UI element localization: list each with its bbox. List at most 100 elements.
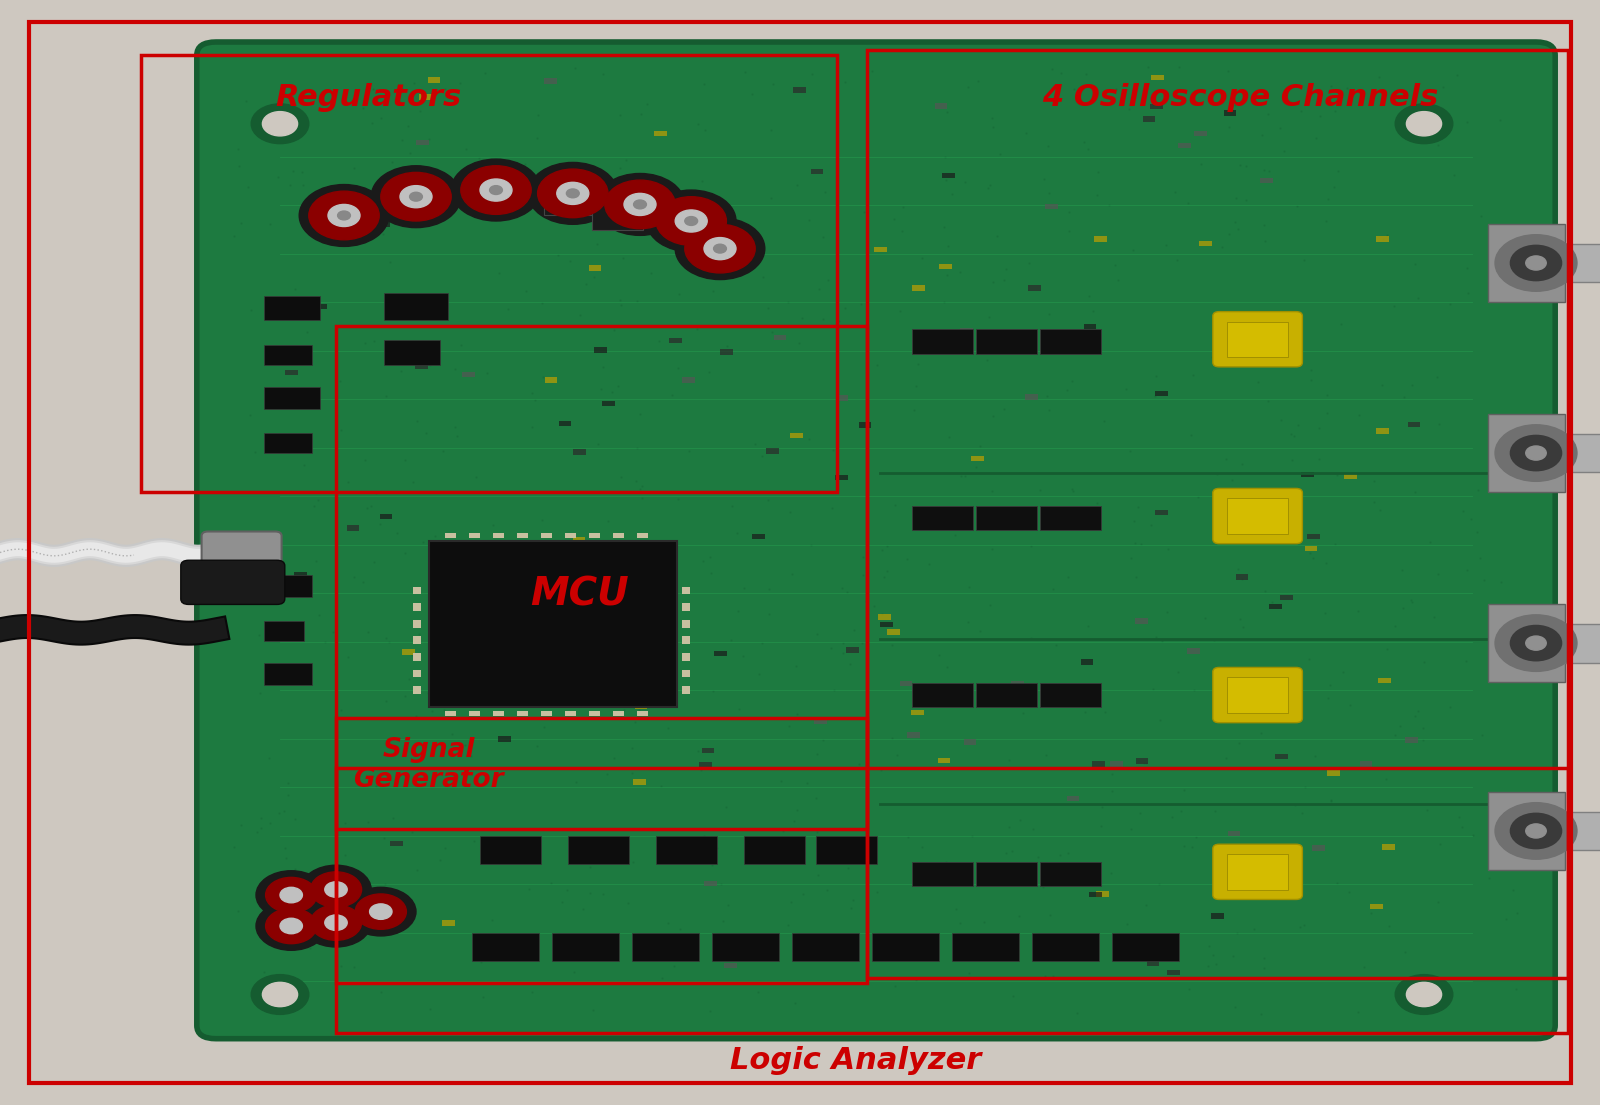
Point xyxy=(432,839,458,856)
Point xyxy=(629,477,654,495)
Point xyxy=(690,172,715,190)
Point xyxy=(328,957,354,975)
Point xyxy=(288,585,314,602)
Point xyxy=(1307,107,1333,125)
Point xyxy=(1131,755,1157,772)
Bar xyxy=(1032,933,1099,961)
Point xyxy=(642,217,667,234)
Point xyxy=(541,206,566,223)
Point xyxy=(1336,883,1362,901)
Point xyxy=(555,882,581,899)
Point xyxy=(251,962,277,980)
Point xyxy=(624,293,650,311)
Point xyxy=(816,272,842,290)
Point xyxy=(725,602,750,620)
Bar xyxy=(928,512,941,517)
Point xyxy=(298,939,323,957)
Bar xyxy=(1488,224,1565,302)
Point xyxy=(266,169,291,187)
Point xyxy=(400,823,426,841)
Point xyxy=(1166,57,1192,75)
Circle shape xyxy=(410,192,422,201)
Bar xyxy=(347,525,360,530)
Point xyxy=(1323,535,1349,552)
Bar xyxy=(1155,509,1168,515)
Bar xyxy=(429,541,677,707)
Circle shape xyxy=(1510,245,1562,281)
Point xyxy=(619,739,645,757)
Point xyxy=(688,761,714,779)
Point xyxy=(1346,1003,1371,1021)
Point xyxy=(627,406,653,423)
Point xyxy=(768,771,794,789)
Point xyxy=(1075,618,1101,635)
Point xyxy=(810,311,835,328)
Point xyxy=(1254,105,1280,123)
Point xyxy=(701,190,726,208)
Point xyxy=(830,634,856,652)
Circle shape xyxy=(480,179,512,201)
Point xyxy=(683,320,709,338)
Point xyxy=(322,655,347,673)
Point xyxy=(410,294,435,312)
Bar xyxy=(1301,472,1314,477)
Bar xyxy=(669,338,682,344)
Bar xyxy=(1112,933,1179,961)
Point xyxy=(1454,561,1480,579)
Point xyxy=(901,401,926,419)
Point xyxy=(1146,875,1171,893)
Point xyxy=(570,901,595,918)
Bar xyxy=(1090,892,1102,897)
Point xyxy=(453,140,478,158)
Point xyxy=(1442,167,1467,185)
Point xyxy=(963,459,989,476)
Point xyxy=(616,894,642,912)
Bar xyxy=(445,533,456,538)
Bar xyxy=(702,748,715,754)
Bar xyxy=(390,841,403,846)
Point xyxy=(888,303,914,320)
Point xyxy=(638,264,664,282)
Point xyxy=(629,106,654,124)
Point xyxy=(237,407,262,424)
Bar xyxy=(1198,241,1211,246)
Point xyxy=(496,301,522,318)
Point xyxy=(251,107,277,125)
Point xyxy=(531,619,557,636)
Point xyxy=(400,646,426,664)
Point xyxy=(1083,511,1109,528)
Point xyxy=(1251,959,1277,977)
Point xyxy=(1278,451,1304,469)
Point xyxy=(328,933,354,950)
Point xyxy=(1195,958,1221,976)
Point xyxy=(373,629,398,646)
Point xyxy=(1018,537,1043,555)
Point xyxy=(512,155,538,172)
Point xyxy=(1498,625,1523,643)
Point xyxy=(1466,481,1491,498)
Point xyxy=(1424,368,1450,386)
Point xyxy=(1176,193,1202,211)
Point xyxy=(344,766,370,783)
Point xyxy=(1213,861,1238,878)
Point xyxy=(568,666,594,684)
Point xyxy=(286,394,312,412)
Point xyxy=(384,525,410,543)
Point xyxy=(971,914,997,932)
Point xyxy=(701,283,726,301)
Bar xyxy=(413,686,421,694)
Point xyxy=(1256,162,1282,180)
Point xyxy=(418,1000,443,1018)
Point xyxy=(1398,591,1424,609)
Point xyxy=(1227,735,1253,753)
Point xyxy=(710,912,736,929)
Point xyxy=(272,840,298,857)
Point xyxy=(533,649,558,666)
Point xyxy=(234,92,259,109)
Bar xyxy=(1045,203,1058,209)
Point xyxy=(1128,535,1154,552)
Point xyxy=(883,746,909,764)
Point xyxy=(248,810,274,828)
Point xyxy=(685,116,710,134)
Bar xyxy=(1344,474,1357,480)
